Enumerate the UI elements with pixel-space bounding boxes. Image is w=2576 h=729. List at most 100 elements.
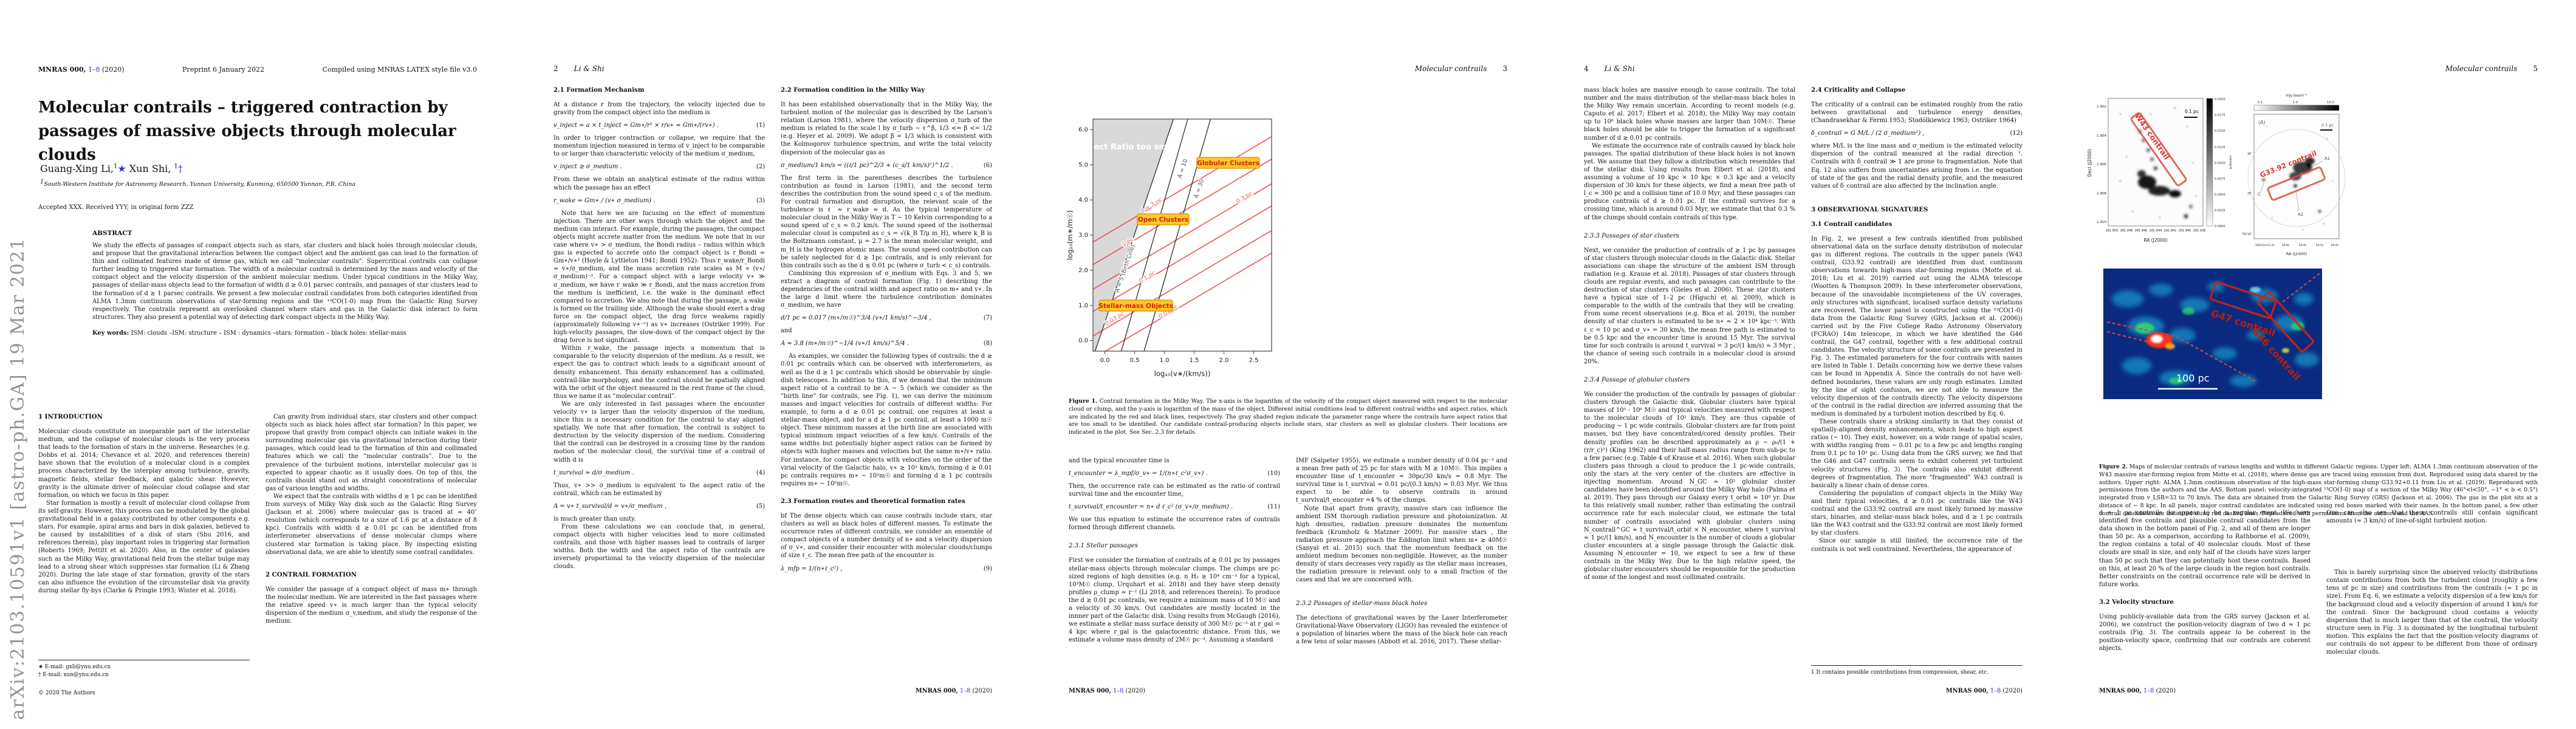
keywords-line: Key words: ISM: clouds –ISM: structure –…: [92, 329, 406, 337]
svg-text:281.950: 281.950: [2106, 229, 2119, 233]
paragraph: The detections of gravitational waves by…: [1296, 614, 1507, 645]
running-head: 2 Li & Shi: [553, 64, 605, 73]
copyright-line: © 2020 The Authors: [38, 690, 95, 696]
section-2-heading: 2 CONTRAIL FORMATION: [265, 570, 357, 578]
footnote-email-2: † E-mail: xun@ynu.edu.cn: [38, 672, 109, 678]
gray-region-label: Aspect Ratio too small: [1078, 143, 1178, 152]
section-3-2-heading: 3.2 Velocity structure: [2099, 598, 2174, 606]
running-head: Molecular contrails 3: [1414, 64, 1507, 73]
svg-text:0.0050: 0.0050: [2215, 193, 2225, 197]
page5-columns: d ≈ 1 pc contrails do appear to be a reg…: [2099, 509, 2538, 685]
abstract-text: We study the effects of passages of comp…: [92, 242, 478, 321]
page1-header: MNRAS 000, 1–8 (2020) Preprint 6 January…: [38, 66, 477, 74]
paragraph: We consider the passage of a compact obj…: [265, 586, 477, 625]
scalebar-label: 0.1 pc: [2185, 109, 2199, 114]
paragraph: is much greater than unity.: [553, 515, 636, 522]
paragraph: Star formation is mostly a result of mol…: [38, 499, 250, 594]
equation-5: A = v∗ t_survival/d = v∗/σ_medium , (5): [553, 502, 765, 510]
svg-text:281.948: 281.948: [2120, 229, 2133, 233]
scalebar-label: 100 pc: [2176, 372, 2210, 384]
section-3-heading: 3 OBSERVATIONAL SIGNATURES: [1811, 205, 1928, 213]
paragraph: In order to trigger contraction or colla…: [553, 135, 765, 158]
tick-label: 0.0: [1078, 338, 1088, 344]
paragraph: bf The dense objects which can cause con…: [781, 512, 992, 560]
svg-text:0.0075: 0.0075: [2215, 177, 2225, 181]
svg-text:0.0200: 0.0200: [2215, 98, 2225, 101]
affiliation: 1South-Western Institute for Astronomy R…: [40, 179, 356, 188]
paragraph: The criticality of a contrail can be est…: [1811, 101, 2023, 125]
open-clusters-label: Open Clusters: [1138, 216, 1188, 224]
equation-9: λ_mfp = 1/(n∗ℓ_c²) , (9): [781, 565, 992, 572]
paragraph: Note that here we are focusing on the ef…: [553, 210, 765, 344]
svg-text:18h52m51.2s: 18h52m51.2s: [2255, 244, 2275, 247]
paragraph: Molecular clouds constitute an inseparab…: [38, 428, 250, 499]
paragraph: We are only interested in fast passages …: [553, 400, 765, 464]
paragraph: mass black holes are massive enough to c…: [1584, 87, 1795, 142]
page1-left-column: 1 INTRODUCTION Molecular clouds constitu…: [38, 413, 250, 657]
paragraph: where M/L is the line mass and σ_medium …: [1811, 143, 2023, 190]
page-number: 4: [1584, 64, 1589, 73]
page-range-link[interactable]: 1–8: [959, 688, 971, 694]
paragraph: d ≈ 1 pc contrails do appear to be a reg…: [2099, 510, 2311, 588]
g47-contrail-box: [2209, 281, 2277, 320]
colorbar: [2253, 104, 2340, 111]
svg-text:50.8s: 50.8s: [2282, 244, 2290, 247]
paragraph: First we consider the formation of contr…: [1069, 557, 1280, 644]
section-2-4-heading: 2.4 Criticality and Collapse: [1811, 86, 1906, 94]
svg-text:50.4s: 50.4s: [2299, 244, 2307, 247]
x-axis-label: RA (J2000): [2286, 252, 2307, 256]
svg-text:0.0000: 0.0000: [2215, 225, 2225, 228]
svg-text:-1.906: -1.906: [2095, 163, 2106, 166]
paragraph: Can gravity from individual stars, star …: [265, 414, 477, 492]
core-label-a1: A1: [2324, 156, 2330, 161]
abstract-heading: ABSTRACT: [92, 230, 132, 237]
equation-11: t_survival/t_encounter = n∗ d ℓ_c² (σ_v∗…: [1069, 504, 1280, 511]
section-2-3-1-heading: 2.3.1 Stellar passages: [1069, 542, 1138, 550]
author-2: Xun Shi,: [126, 163, 174, 174]
page-range-link[interactable]: 1–8: [1113, 688, 1124, 694]
panel-letter: (A): [2258, 120, 2266, 125]
page3-right-column: IMF (Salpeter 1955), we estimate a numbe…: [1296, 457, 1507, 684]
section-3-1-heading: 3.1 Contrail candidates: [1811, 220, 1893, 228]
svg-text:35″: 35″: [2247, 152, 2252, 156]
x-tick-labels: 18h52m51.2s 50.8s 50.4s 50.0s 49.6s: [2255, 244, 2339, 247]
page4-right-column: 2.4 Criticality and Collapse The critica…: [1811, 86, 2023, 657]
paper-title: Molecular contrails – triggered contract…: [38, 98, 456, 164]
figure-2-caption: Figure 2. Maps of molecular contrails of…: [2099, 464, 2538, 517]
svg-text:00°55′15″: 00°55′15″: [2242, 233, 2252, 236]
paragraph: Using publicly-available data from the G…: [2099, 613, 2311, 652]
svg-text:0.0175: 0.0175: [2215, 114, 2225, 117]
page-range-link[interactable]: 1–8: [2143, 688, 2154, 694]
equation-3: r_wake ≈ Gm∗ / (v∗ σ_medium) . (3): [553, 197, 765, 204]
page3-left-column: and the typical encounter time is t_enco…: [1069, 457, 1280, 684]
footnote-block: ★ E-mail: gxli@ynu.edu.cn † E-mail: xun@…: [38, 660, 250, 679]
page-number: 3: [1502, 64, 1507, 73]
page-footer: MNRAS 000, 1–8 (2020): [1945, 688, 2023, 694]
section-2-1-heading: 2.1 Formation Mechanism: [553, 86, 645, 94]
page-1: arXiv:2103.10591v1 [astro-ph.GA] 19 Mar …: [0, 0, 515, 729]
axis-ticks: [1090, 129, 1255, 354]
core-label-a2: A2: [2298, 212, 2303, 217]
x-axis-label: RA (J2000): [2143, 238, 2168, 243]
paragraph: Next, we consider the production of cont…: [1584, 247, 1795, 365]
page-range-link[interactable]: 1–8: [1990, 688, 2001, 694]
paragraph: From these we obtain an analytical estim…: [553, 176, 765, 191]
tick-label: 0.0: [1100, 357, 1110, 364]
footnote-block: 1 It contains possible contributions fro…: [1811, 665, 2023, 677]
page-footer: MNRAS 000, 1–8 (2020): [2099, 688, 2176, 694]
paragraph: We use this equation to estimate the occ…: [1069, 516, 1280, 532]
red-width-contours: [1093, 136, 1272, 351]
figure-2-w43-panel: W43 contrail 0.1 pc 0.02000.01750.01500.…: [2087, 98, 2233, 243]
tick-label: 2.0: [1078, 267, 1088, 274]
page-4: 4 Li & Shi mass black holes are massive e…: [1546, 0, 2061, 729]
page-range-link[interactable]: 1–8: [87, 66, 100, 74]
footnote-email-1: ★ E-mail: gxli@ynu.edu.cn: [38, 664, 111, 670]
tick-label: 1.0: [1078, 303, 1088, 309]
section-2-3-4-heading: 2.3.4 Passage of globular clusters: [1584, 377, 1690, 383]
author-1-affil-mark: 1: [113, 163, 118, 170]
svg-text:-1.902: -1.902: [2095, 105, 2106, 109]
tick-label: 4.0: [1078, 197, 1088, 204]
paragraph: IMF (Salpeter 1955), we estimate a numbe…: [1296, 457, 1507, 504]
equation-10: t_encounter = λ_mpf/σ_v∗ = 1/(n∗ℓ_c²σ_v∗…: [1069, 470, 1280, 477]
authors-line: Guang-Xing Li,1★ Xun Shi, 1†: [40, 163, 183, 174]
